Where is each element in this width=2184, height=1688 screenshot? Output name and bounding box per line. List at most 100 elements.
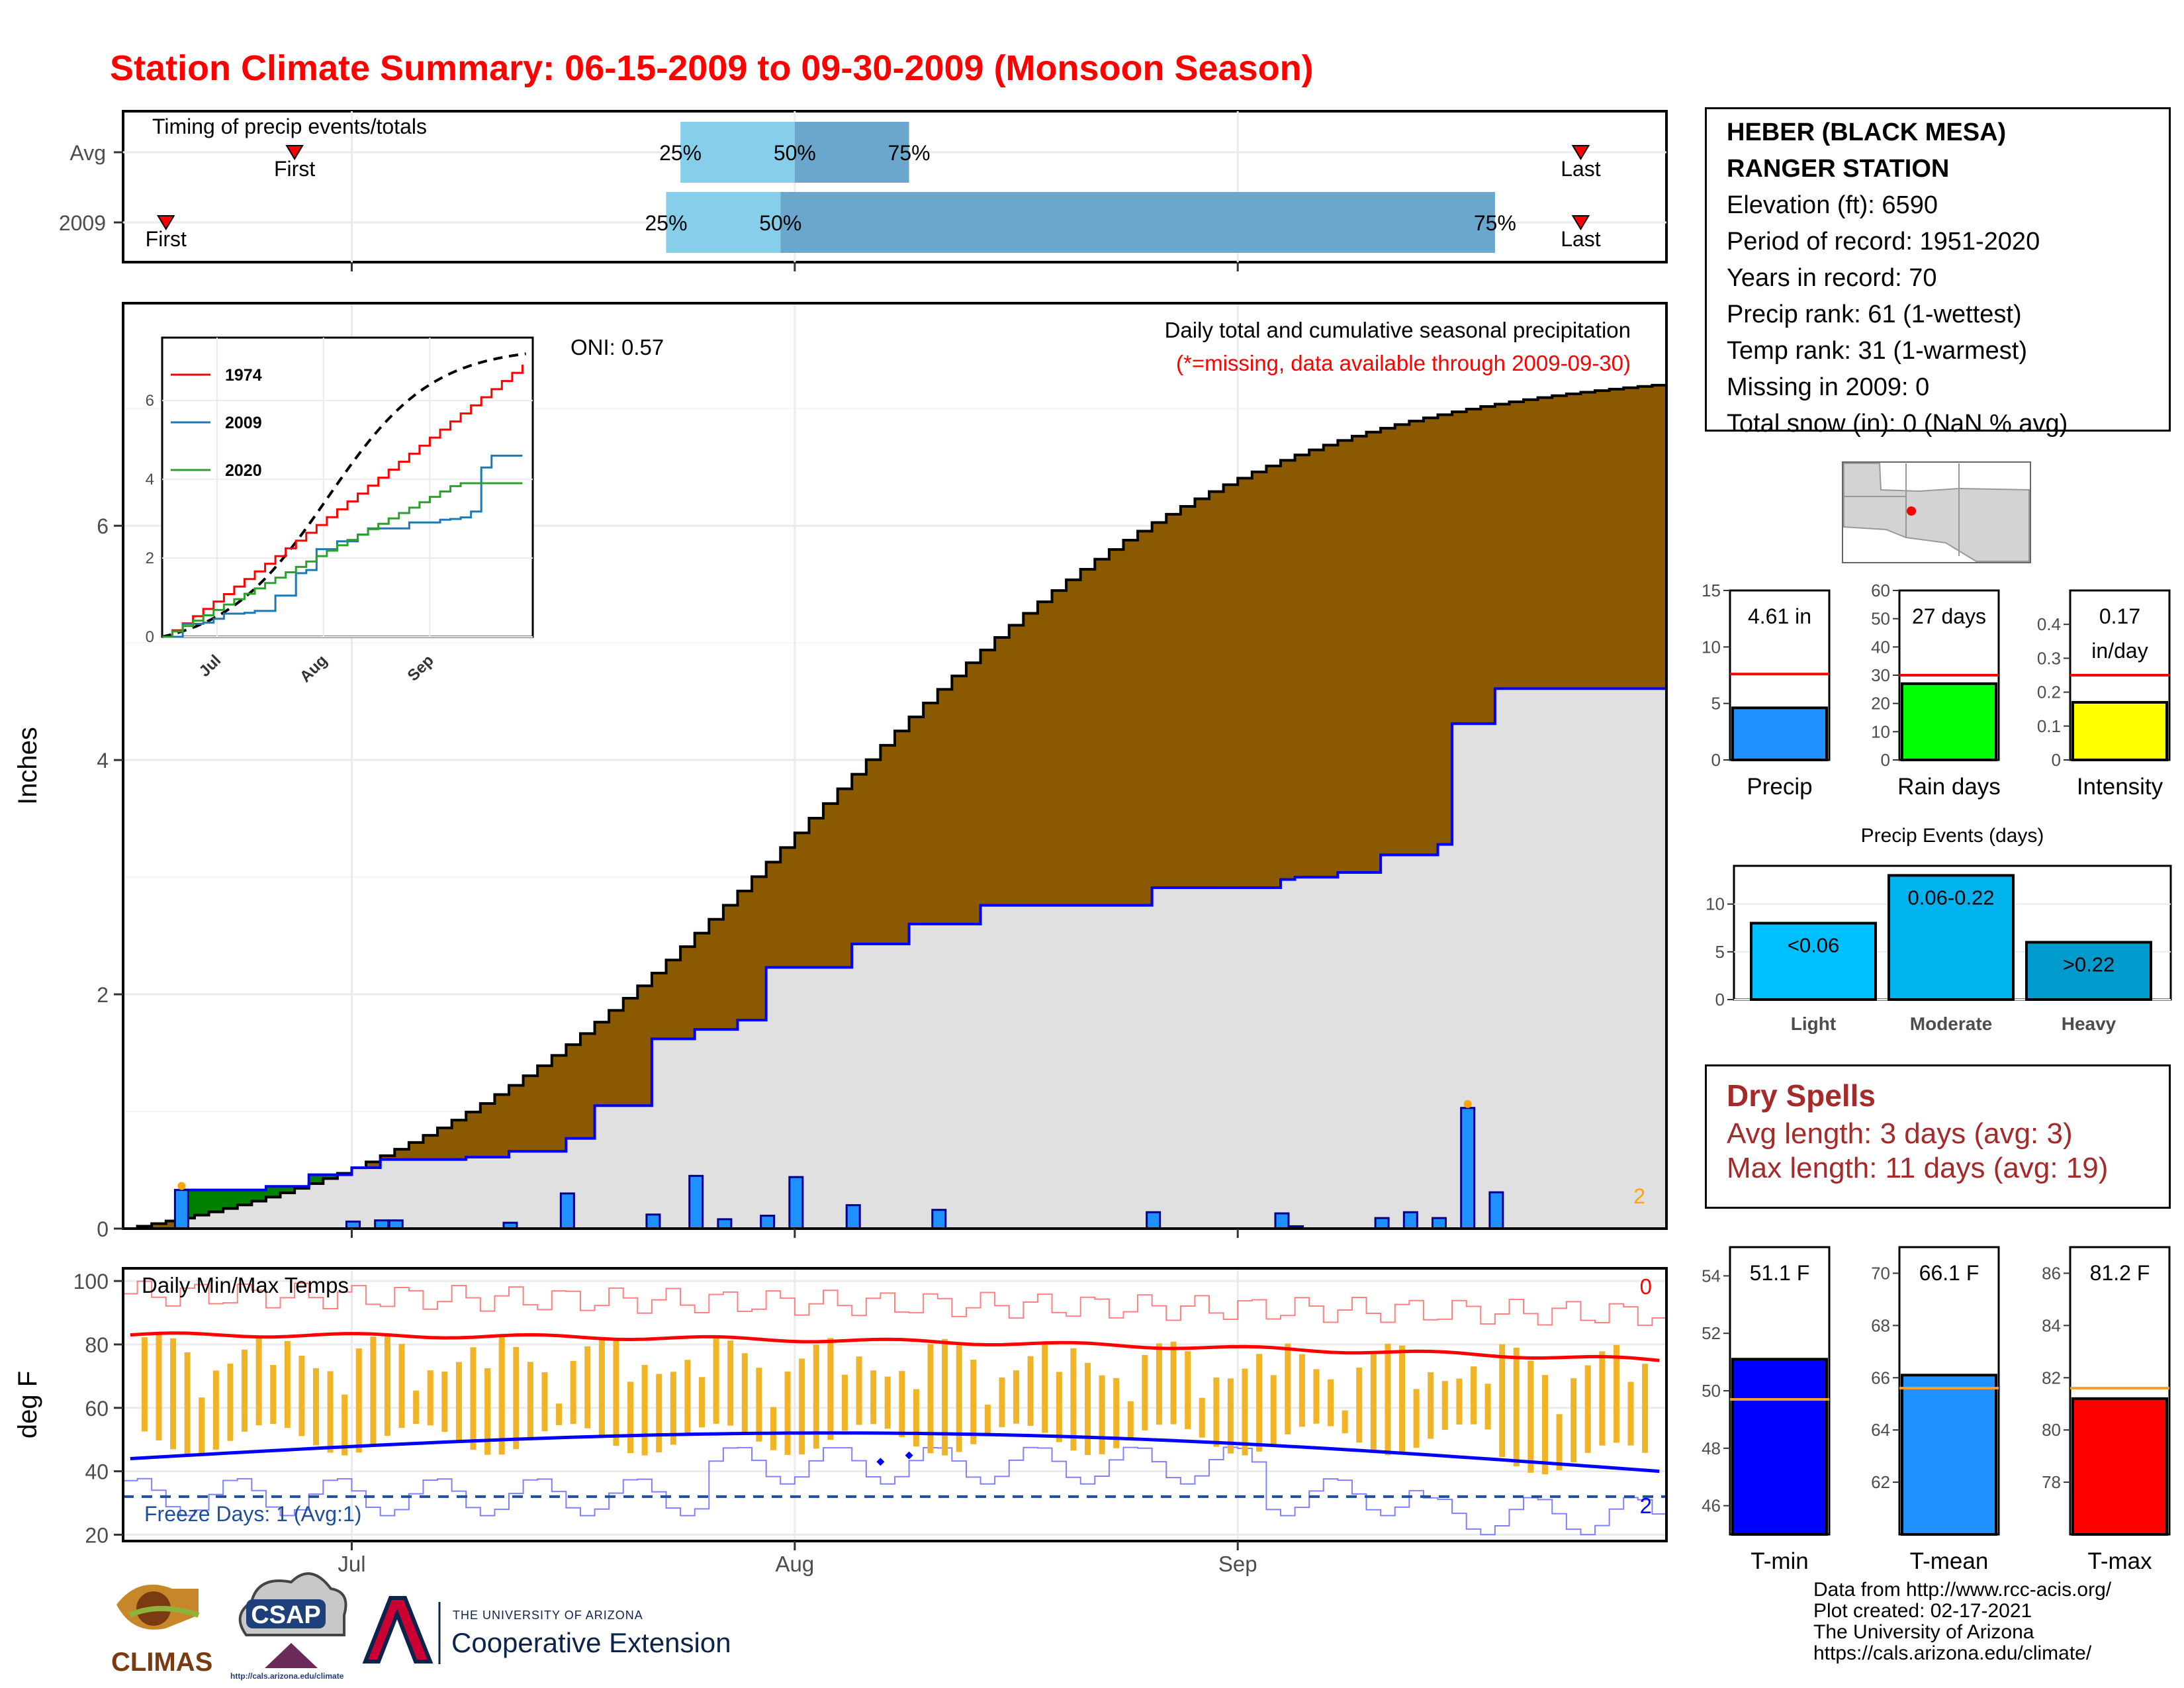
- cumulative-departure-fill: [1509, 401, 1524, 689]
- cumulative-departure-fill: [1580, 392, 1596, 689]
- cumulative-departure-fill: [480, 1103, 496, 1158]
- cumulative-departure-fill: [995, 637, 1010, 906]
- daily-precip-bar: [760, 1215, 776, 1230]
- cumulative-2009-fill: [1180, 888, 1196, 1229]
- station-marker: [1907, 506, 1916, 516]
- cumulative-departure-fill: [551, 1055, 567, 1152]
- cumulative-2009-fill: [1494, 688, 1510, 1229]
- temp-panel: 20 40 60 80 100 Daily Min/Max Temps 0 2 Free…: [13, 1267, 1668, 1547]
- cumulative-departure-fill: [780, 847, 796, 968]
- timeline-title: Timing of precip events/totals: [152, 115, 427, 138]
- daily-precip-bar: [1432, 1217, 1447, 1230]
- precip-ytick-label: 0: [97, 1217, 109, 1241]
- summary-value-label: 4.61 in: [1748, 604, 1811, 628]
- cumulative-departure-fill: [1080, 569, 1095, 906]
- events-ytick-label: 5: [1715, 942, 1725, 962]
- summary-value-label: 0.17: [2099, 604, 2140, 628]
- summary-ytick-label: 30: [1871, 665, 1890, 685]
- summary-ytick-label: 5: [1711, 694, 1721, 714]
- summary-value-label: 51.1 F: [1750, 1261, 1810, 1285]
- cumulative-departure-fill: [1138, 531, 1153, 906]
- summary-ytick-label: 54: [1702, 1266, 1721, 1286]
- cumulative-departure-fill: [1595, 391, 1610, 689]
- avg-tmax-line: [130, 1331, 1660, 1362]
- daily-precip-bar: [173, 1189, 189, 1230]
- ua-bottom-text: Cooperative Extension: [451, 1627, 731, 1658]
- max-day-marker: [1463, 1100, 1472, 1108]
- summary-ytick-label: 82: [2042, 1368, 2061, 1387]
- cumulative-2009-fill: [1152, 888, 1167, 1229]
- cumulative-2009-fill: [337, 1174, 353, 1229]
- station-name-2: RANGER STATION: [1727, 155, 1950, 183]
- cumulative-2009-fill: [323, 1178, 338, 1229]
- summary-ytick-label: 10: [1702, 637, 1721, 657]
- events-ytick-label: 10: [1706, 894, 1725, 914]
- summary-ytick-label: 68: [1871, 1315, 1890, 1335]
- ua-logo: THE UNIVERSITY OF ARIZONA Cooperative Ex…: [362, 1596, 731, 1664]
- inset-legend-label: 2020: [225, 461, 262, 480]
- cumulative-departure-fill: [737, 891, 752, 1021]
- summary-ytick-label: 52: [1702, 1323, 1721, 1343]
- cumulative-2009-fill: [937, 923, 952, 1229]
- cumulative-departure-fill: [1566, 394, 1582, 689]
- cumulative-2009-fill: [880, 943, 895, 1229]
- cumulative-2009-fill: [1209, 888, 1224, 1229]
- cumulative-avg-line: [123, 383, 1666, 1230]
- timeline-q50-q75-bar: [780, 192, 1495, 253]
- cumulative-departure-fill: [423, 1135, 438, 1160]
- cumulative-departure-fill: [1266, 465, 1281, 888]
- cumulative-2009-fill: [1080, 905, 1095, 1229]
- inset-avg-line: [161, 352, 526, 638]
- events-bar-label: <0.06: [1788, 934, 1839, 957]
- cumulative-departure-fill: [1281, 460, 1296, 880]
- events-bar: [2025, 941, 2152, 1002]
- cumulative-2009-fill: [909, 923, 924, 1229]
- cumulative-departure-fill: [1309, 449, 1324, 878]
- cumulative-departure-fill: [1524, 399, 1539, 689]
- events-category-label: Moderate: [1910, 1013, 1992, 1034]
- cumulative-departure-fill: [1251, 471, 1267, 888]
- timeline-row-label: Avg: [69, 141, 106, 165]
- timeline-last-marker: [1571, 145, 1590, 160]
- summary-ytick-label: 80: [2042, 1420, 2061, 1440]
- cumulative-2009-fill: [1251, 888, 1267, 1229]
- daily-precip-bar: [1146, 1211, 1161, 1230]
- summary-value-label: 27 days: [1912, 604, 1986, 628]
- cumulative-departure-fill: [1166, 514, 1181, 888]
- cumulative-departure-fill: [537, 1065, 553, 1152]
- inset-ytick-label: 4: [146, 471, 154, 489]
- cumulative-2009-fill: [866, 943, 882, 1229]
- station-period: Period of record: 1951-2020: [1727, 228, 2040, 256]
- timeline-panel: 25% 50% 75% First Last Avg 25% 50% 75% First Last 2…: [59, 110, 1668, 263]
- record-min-line: [123, 1446, 1666, 1536]
- cumulative-2009-fill: [351, 1168, 367, 1229]
- freeze-label: Freeze Days: 1 (Avg:1): [144, 1502, 361, 1526]
- inset-ytick-label: 0: [146, 628, 154, 646]
- precip-corner-label: 2: [1633, 1184, 1645, 1208]
- cumulative-departure-fill: [1609, 389, 1624, 689]
- cumulative-2009-fill: [609, 1105, 624, 1229]
- cumulative-2009-fill: [752, 1020, 767, 1229]
- station-elevation: Elevation (ft): 6590: [1727, 191, 1938, 219]
- summary-bar: [1901, 682, 1997, 762]
- summary-ytick-label: 62: [1871, 1472, 1890, 1492]
- dry-spells-box: Dry Spells Avg length: 3 days (avg: 3) M…: [1705, 1064, 2171, 1209]
- inset-ytick-label: 2: [146, 549, 154, 567]
- summary-ytick-label: 20: [1871, 694, 1890, 714]
- temp-corner-bottom: 2: [1640, 1493, 1652, 1518]
- cumulative-departure-fill: [709, 919, 724, 1030]
- cumulative-2009-fill: [1037, 905, 1053, 1229]
- summary-ytick-label: 0: [1711, 750, 1721, 770]
- cumulative-2009-fill: [794, 967, 810, 1229]
- events-ytick-label: 0: [1715, 990, 1725, 1009]
- cumulative-departure-fill: [666, 960, 681, 1039]
- timeline-q75-label: 75%: [888, 141, 931, 165]
- inset-ytick-label: 6: [146, 392, 154, 410]
- climas-text: CLIMAS: [111, 1648, 212, 1677]
- cumulative-departure-fill: [523, 1076, 538, 1152]
- cumulative-2009-fill: [1409, 855, 1424, 1229]
- cumulative-2009-fill: [1351, 872, 1367, 1229]
- temp-ytick-label: 80: [85, 1333, 109, 1357]
- daily-precip-bar: [688, 1174, 704, 1230]
- cumulative-departure-fill: [1223, 485, 1238, 888]
